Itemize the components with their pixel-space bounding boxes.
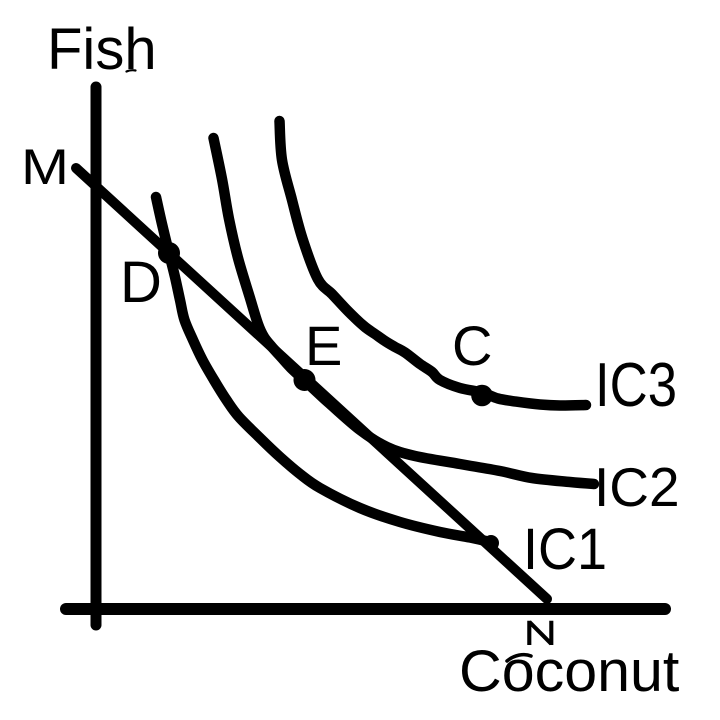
svg-text:IC2: IC2 <box>594 456 680 518</box>
svg-text:D: D <box>120 250 162 315</box>
svg-text:M: M <box>21 139 69 195</box>
svg-text:IC3: IC3 <box>595 351 677 420</box>
svg-text:Fish: Fish <box>47 17 157 82</box>
svg-text:C: C <box>452 314 492 377</box>
svg-text:E: E <box>305 314 342 377</box>
svg-text:IC1: IC1 <box>523 517 607 582</box>
svg-text:Coconut: Coconut <box>459 640 679 704</box>
